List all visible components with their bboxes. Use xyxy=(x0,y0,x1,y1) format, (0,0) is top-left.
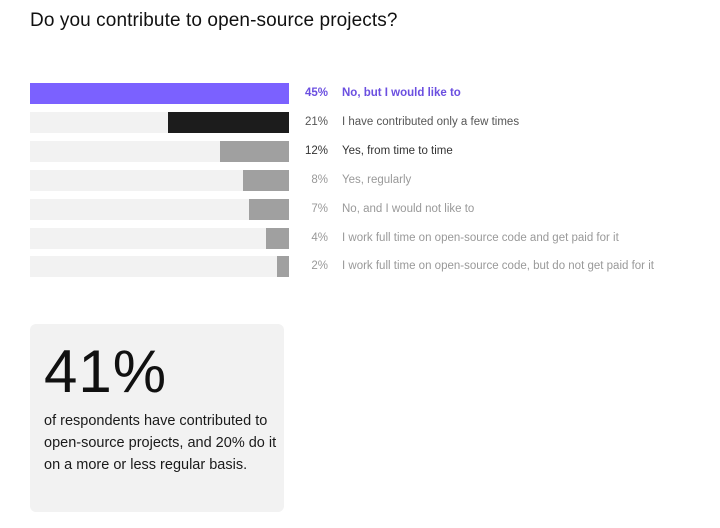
bar-category-label: I have contributed only a few times xyxy=(342,115,520,128)
bar-row: 21% I have contributed only a few times xyxy=(30,111,710,133)
bar-row: 12% Yes, from time to time xyxy=(30,140,710,162)
bar xyxy=(30,83,289,104)
chart-title: Do you contribute to open-source project… xyxy=(30,10,398,31)
bar-category-label: Yes, from time to time xyxy=(342,144,453,157)
bar-row: 45% No, but I would like to xyxy=(30,83,710,104)
bar-value-label: 45% xyxy=(304,87,328,99)
bar xyxy=(243,169,289,191)
bar-track xyxy=(30,111,289,133)
bar xyxy=(266,227,289,249)
bar-category-label: No, but I would like to xyxy=(342,87,461,99)
bar-row: 4% I work full time on open-source code a… xyxy=(30,227,710,249)
bar-category-label: I work full time on open-source code, bu… xyxy=(342,260,654,273)
bar xyxy=(220,140,289,162)
summary-description: of respondents have contributed to open-… xyxy=(44,413,277,473)
bar-row: 7% No, and I would not like to xyxy=(30,198,710,220)
bar-track xyxy=(30,140,289,162)
bar xyxy=(249,198,289,220)
bar-track xyxy=(30,227,289,249)
bar-value-label: 7% xyxy=(311,202,328,215)
bar-category-label: No, and I would not like to xyxy=(342,202,475,215)
summary-card: 41% of respondents have contributed to o… xyxy=(30,324,284,512)
bar xyxy=(168,111,289,133)
bar-category-label: Yes, regularly xyxy=(342,173,412,186)
summary-big-number: 41% xyxy=(44,338,168,405)
bar-value-label: 12% xyxy=(304,144,328,157)
bar-row: 2% I work full time on open-source code, … xyxy=(30,256,710,278)
bar-track xyxy=(30,256,289,278)
bar-value-label: 21% xyxy=(304,115,328,128)
bar-track xyxy=(30,198,289,220)
bar-row: 8% Yes, regularly xyxy=(30,169,710,191)
bar-track xyxy=(30,169,289,191)
bar xyxy=(277,256,289,278)
bar-value-label: 4% xyxy=(311,231,328,244)
bar-track xyxy=(30,83,289,104)
bar-category-label: I work full time on open-source code and… xyxy=(342,231,619,244)
bar-value-label: 2% xyxy=(311,260,328,273)
bar-value-label: 8% xyxy=(311,173,328,186)
